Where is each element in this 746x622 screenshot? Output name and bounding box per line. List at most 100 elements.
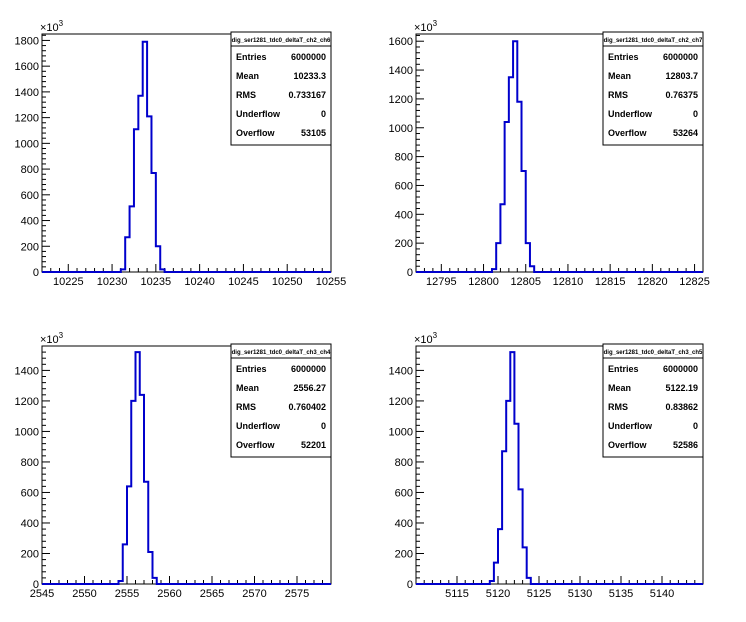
y-tick-label: 400	[21, 518, 39, 530]
stats-label: Overflow	[608, 440, 648, 450]
y-multiplier-label: ×103	[40, 331, 64, 346]
stats-label: RMS	[608, 402, 628, 412]
stats-label: Mean	[608, 383, 631, 393]
stats-title: dig_ser1281_tdc0_deltaT_ch3_ch4	[232, 350, 331, 356]
stats-title: dig_ser1281_tdc0_deltaT_ch2_ch6	[232, 38, 331, 44]
x-tick-label: 5120	[486, 588, 510, 600]
stats-box	[230, 343, 332, 458]
y-tick-label: 1000	[389, 426, 413, 438]
stats-label: Mean	[608, 71, 631, 81]
stats-value: 6000000	[663, 52, 698, 62]
stats-label: Entries	[236, 52, 267, 62]
y-tick-label: 200	[21, 241, 39, 253]
y-tick-label: 1800	[15, 35, 39, 47]
y-tick-label: 200	[395, 548, 413, 560]
stats-value: 53105	[301, 128, 326, 138]
stats-label: Overflow	[236, 440, 276, 450]
y-tick-label: 1600	[389, 36, 413, 48]
y-tick-label: 600	[21, 190, 39, 202]
stats-label: RMS	[236, 402, 256, 412]
x-tick-label: 12805	[510, 276, 541, 288]
y-tick-label: 600	[21, 487, 39, 499]
stats-value: 0	[321, 421, 326, 431]
y-tick-label: 800	[395, 152, 413, 164]
x-tick-label: 10245	[228, 276, 259, 288]
stats-value: 53264	[673, 128, 698, 138]
y-tick-label: 800	[21, 164, 39, 176]
stats-title: dig_ser1281_tdc0_deltaT_ch3_ch5	[604, 350, 703, 356]
x-tick-label: 5115	[445, 588, 469, 600]
histogram-line	[42, 40, 331, 273]
stats-value: 0.760402	[288, 402, 326, 412]
y-tick-label: 1600	[15, 61, 39, 73]
x-tick-label: 2555	[115, 588, 139, 600]
x-tick-label: 10235	[141, 276, 172, 288]
stats-value: 0.733167	[288, 90, 326, 100]
y-multiplier-label: ×103	[414, 331, 438, 346]
y-tick-label: 1400	[389, 365, 413, 377]
stats-label: Mean	[236, 383, 259, 393]
stats-label: Entries	[608, 364, 639, 374]
y-tick-label: 0	[33, 579, 39, 591]
x-tick-label: 12825	[679, 276, 710, 288]
x-tick-label: 5140	[650, 588, 674, 600]
x-tick-label: 12795	[426, 276, 457, 288]
y-tick-label: 1400	[15, 365, 39, 377]
x-tick-label: 2560	[157, 588, 181, 600]
y-tick-label: 1000	[15, 138, 39, 150]
x-tick-label: 12800	[468, 276, 499, 288]
y-tick-label: 800	[21, 457, 39, 469]
y-tick-label: 600	[395, 487, 413, 499]
x-tick-label: 10240	[184, 276, 215, 288]
x-tick-label: 2545	[30, 588, 54, 600]
y-tick-label: 200	[21, 548, 39, 560]
histogram-line	[416, 351, 703, 585]
stats-value: 6000000	[663, 364, 698, 374]
histogram-panel: 0 200 400 600 800 1000 1200 1400 1600 1800 10225 10…	[15, 19, 347, 288]
y-tick-label: 0	[33, 267, 39, 279]
x-tick-label: 12820	[637, 276, 668, 288]
x-tick-label: 2565	[200, 588, 224, 600]
y-tick-label: 600	[395, 180, 413, 192]
stats-label: Overflow	[608, 128, 648, 138]
stats-value: 5122.19	[665, 383, 698, 393]
x-tick-label: 5135	[609, 588, 633, 600]
stats-value: 2556.27	[293, 383, 326, 393]
y-tick-label: 1200	[389, 396, 413, 408]
stats-label: Entries	[236, 364, 267, 374]
x-tick-label: 10255	[316, 276, 347, 288]
stats-value: 0	[693, 421, 698, 431]
stats-label: RMS	[608, 90, 628, 100]
stats-value: 6000000	[291, 52, 326, 62]
stats-value: 0.76375	[665, 90, 698, 100]
stats-value: 0	[321, 109, 326, 119]
stats-label: Overflow	[236, 128, 276, 138]
stats-label: Underflow	[608, 421, 653, 431]
y-tick-label: 1200	[15, 396, 39, 408]
y-multiplier-label: ×103	[40, 19, 64, 34]
y-tick-label: 1200	[389, 94, 413, 106]
stats-label: RMS	[236, 90, 256, 100]
stats-label: Entries	[608, 52, 639, 62]
stats-value: 0.83862	[665, 402, 698, 412]
x-tick-label: 5125	[527, 588, 551, 600]
x-tick-label: 10225	[53, 276, 84, 288]
histogram-line	[416, 40, 703, 273]
stats-title: dig_ser1281_tdc0_deltaT_ch2_ch7	[604, 38, 703, 44]
x-tick-label: 5130	[568, 588, 592, 600]
x-tick-label: 2570	[242, 588, 266, 600]
histogram-panel: 0 200 400 600 800 1000 1200 1400 5115 5120 5125 513…	[389, 331, 704, 600]
y-tick-label: 400	[21, 216, 39, 228]
y-tick-label: 1400	[389, 65, 413, 77]
stats-value: 6000000	[291, 364, 326, 374]
stats-value: 52586	[673, 440, 698, 450]
stats-value: 52201	[301, 440, 326, 450]
y-tick-label: 400	[395, 518, 413, 530]
y-tick-label: 1400	[15, 87, 39, 99]
x-tick-label: 2575	[285, 588, 309, 600]
stats-label: Underflow	[236, 109, 281, 119]
histogram-panel: 0 200 400 600 800 1000 1200 1400 1600 12795 12800 1…	[389, 19, 710, 288]
stats-value: 10233.3	[293, 71, 326, 81]
x-tick-label: 12815	[595, 276, 626, 288]
